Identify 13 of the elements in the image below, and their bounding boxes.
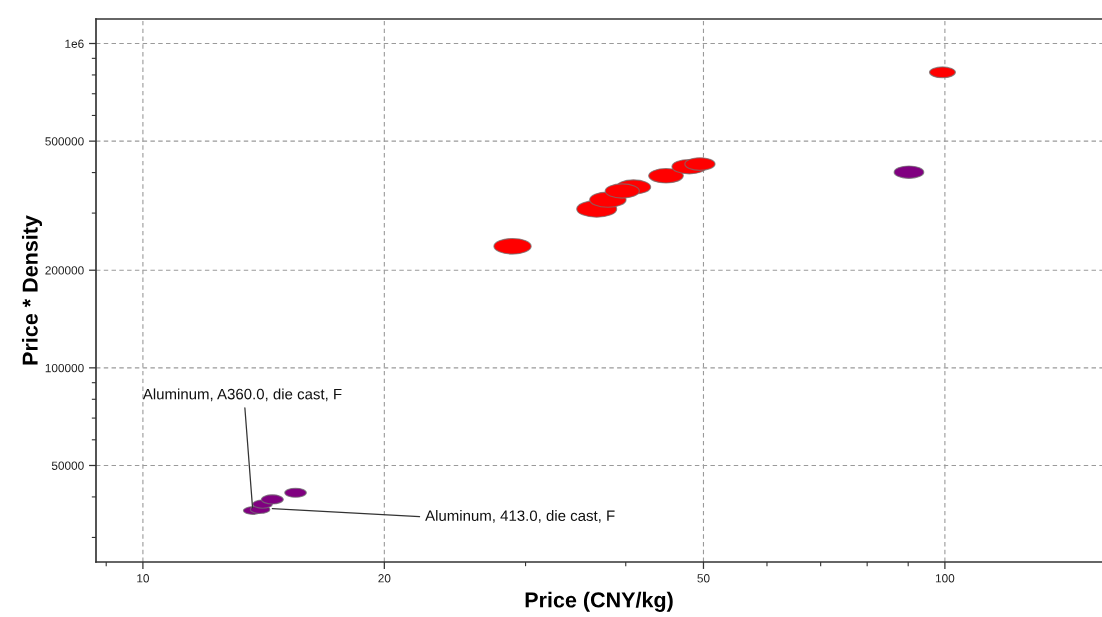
y-tick-label: 500000: [45, 137, 84, 146]
x-tick-label: 20: [378, 574, 391, 583]
y-axis-title: Price * Density: [21, 215, 43, 365]
y-tick-label: 50000: [51, 461, 84, 470]
y-tick-label: 200000: [45, 266, 84, 275]
x-tick-label: 100: [935, 574, 955, 583]
x-tick-label: 50: [697, 574, 710, 583]
annotation: Aluminum, 413.0, die cast, F: [425, 510, 615, 523]
x-axis-title: Price (CNY/kg): [525, 591, 673, 612]
y-tick-label: 100000: [45, 363, 84, 373]
x-tick-label: 10: [137, 574, 150, 583]
y-tick-label: 1e6: [65, 39, 84, 48]
annotation: Aluminum, A360.0, die cast, F: [142, 388, 342, 402]
